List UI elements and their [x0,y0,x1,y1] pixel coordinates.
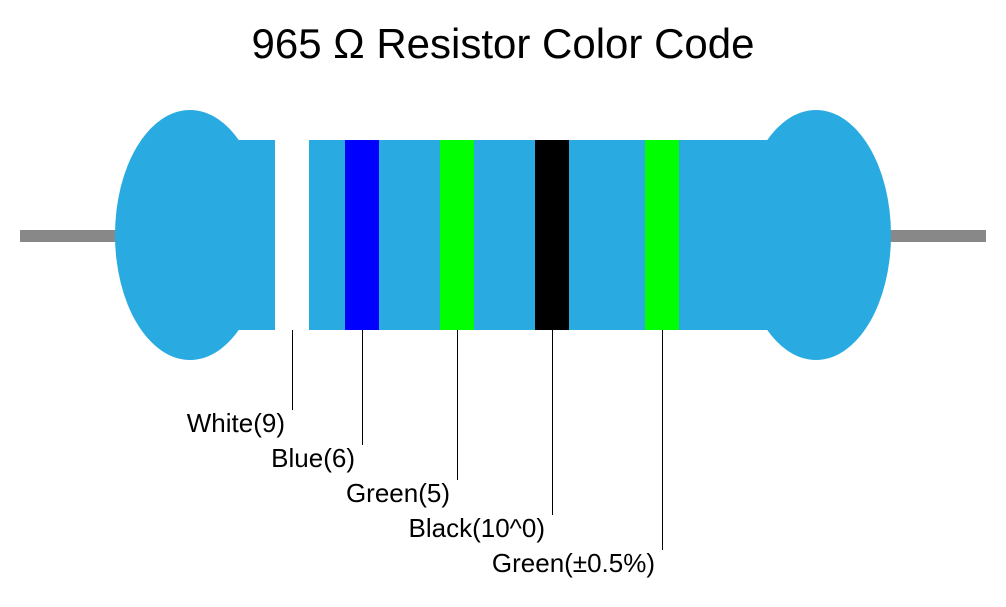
resistor-diagram: White(9) Blue(6) Green(5) Black(10^0) Green(… [0,0,1006,607]
band-3-leader [457,330,458,480]
band-2 [345,140,379,330]
band-4-leader [552,330,553,515]
band-3-label: Green(5) [346,478,450,509]
band-2-leader [362,330,363,445]
band-1-label: White(9) [187,408,285,439]
band-5 [645,140,679,330]
band-5-label: Green(±0.5%) [492,548,655,579]
band-3 [440,140,474,330]
band-1 [275,140,309,330]
band-5-leader [662,330,663,550]
band-4-label: Black(10^0) [409,513,545,544]
band-1-leader [292,330,293,410]
band-4 [535,140,569,330]
band-2-label: Blue(6) [271,443,355,474]
